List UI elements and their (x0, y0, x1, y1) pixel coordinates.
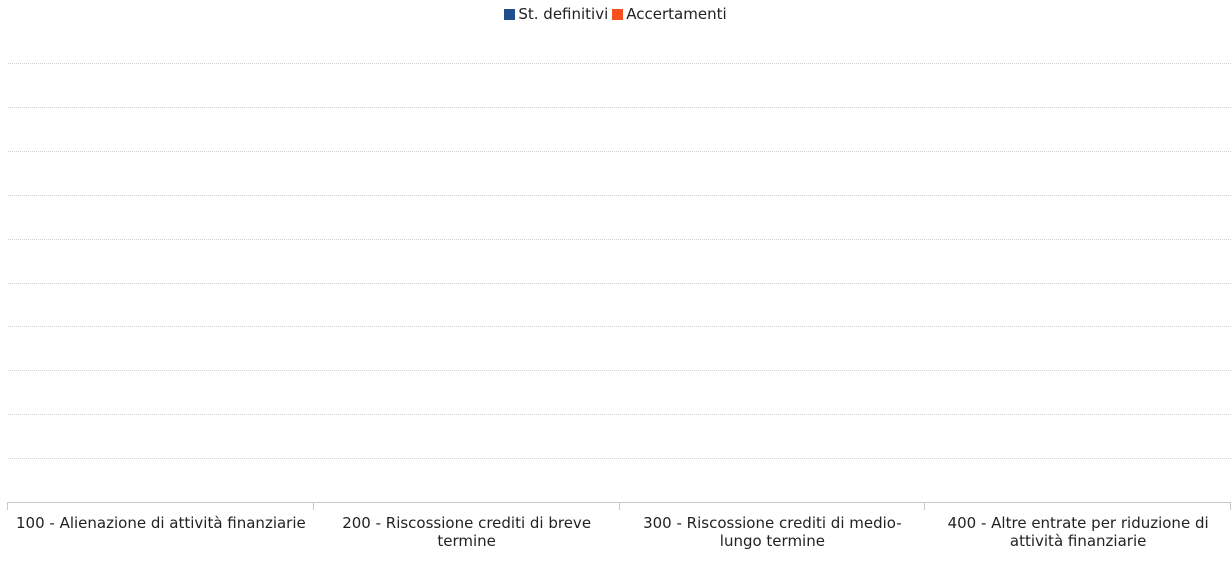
legend: St. definitivi Accertamenti (0, 5, 1231, 24)
x-tick-label: 300 - Riscossione crediti di medio-lungo… (643, 514, 902, 550)
legend-item: St. definitivi (504, 5, 608, 23)
x-tick-label: 100 - Alienazione di attività finanziari… (16, 514, 306, 532)
x-tick-label: 400 - Altre entrate per riduzione di att… (947, 514, 1209, 550)
x-tick-label: 200 - Riscossione crediti di breve termi… (342, 514, 592, 550)
legend-swatch (504, 8, 516, 20)
legend-label: St. definitivi (518, 5, 609, 23)
legend-item: Accertamenti (612, 5, 727, 23)
legend-label: Accertamenti (626, 5, 727, 23)
legend-swatch (612, 8, 624, 20)
